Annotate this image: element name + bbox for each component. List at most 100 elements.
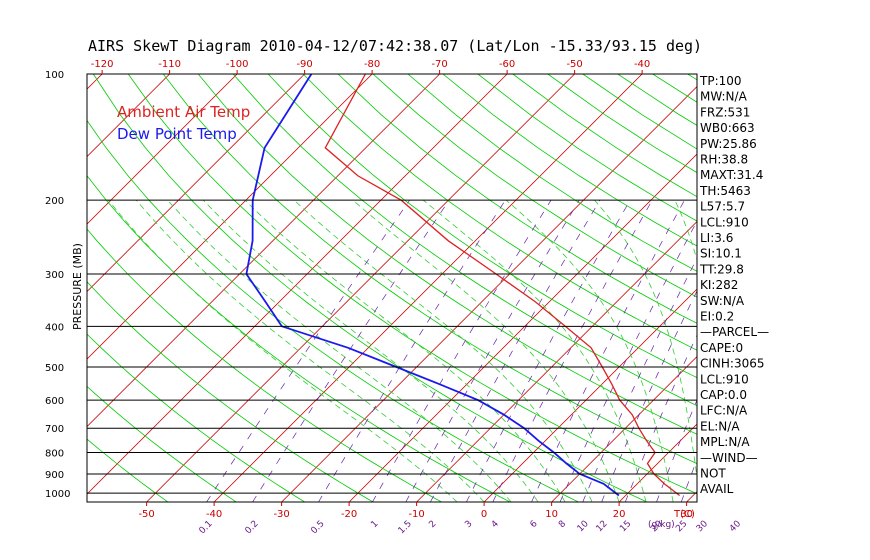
dry-adiabat-line (267, 74, 697, 379)
mixing-ratio-tick-label: 0.5 (309, 519, 326, 536)
mixing-ratio-line (252, 200, 450, 502)
mixing-ratio-tick-label: 2 (427, 519, 438, 530)
bottom-temp-tick-label: 10 (545, 509, 558, 520)
stat-line: KI:282 (700, 278, 738, 292)
dry-adiabat-line (337, 74, 697, 324)
dewpoint-profile-line (245, 74, 620, 497)
moist-adiabat-line (594, 199, 697, 481)
dry-adiabat-line (162, 74, 697, 465)
dry-adiabat-line (758, 74, 870, 502)
dry-adiabat-line (477, 74, 697, 222)
stat-line: NOT (700, 467, 726, 481)
moist-adiabat-line (167, 199, 512, 502)
moist-adiabat-line (203, 199, 539, 502)
top-temp-tick-label: -70 (431, 59, 447, 70)
bottom-temp-tick-label: -20 (341, 509, 357, 520)
isotherm-line (348, 153, 697, 502)
stat-line: EL:N/A (700, 419, 740, 433)
dry-adiabat-line (232, 74, 697, 407)
series-layer (245, 74, 680, 497)
stat-line: WB0:663 (700, 121, 755, 135)
bottom-temp-tick-label: -10 (408, 509, 424, 520)
mixing-ratio-tick-label: 15 (618, 519, 633, 534)
stat-line: AVAIL (700, 482, 734, 496)
bottom-temp-tick-label: -50 (138, 509, 154, 520)
mixing-ratio-tick-label: 1.5 (397, 519, 414, 536)
pressure-tick-label: 100 (45, 70, 64, 81)
stat-line: TH:5463 (699, 184, 751, 198)
dry-adiabat-line (407, 74, 697, 272)
stat-line: MW:N/A (700, 90, 748, 104)
dry-adiabat-line (372, 74, 697, 298)
isotherm-line (0, 74, 35, 502)
isotherm-line (87, 74, 238, 225)
top-temp-tick-label: -60 (499, 59, 515, 70)
mixing-ratio-tick-label: 12 (595, 519, 610, 534)
mixing-ratio-line (318, 200, 506, 502)
mixing-ratio-tick-label: 4 (490, 519, 501, 530)
moist-adiabat-line (505, 199, 674, 502)
moist-adiabat-line (423, 199, 647, 502)
stat-line: —WIND— (700, 451, 758, 465)
moist-adiabat-line (108, 199, 458, 502)
stat-line: MPL:N/A (700, 435, 750, 449)
pressure-tick-label: 200 (45, 196, 64, 207)
top-temp-tick-label: -40 (634, 59, 650, 70)
pressure-tick-label: 800 (45, 449, 64, 460)
dry-adiabat-line (652, 74, 697, 103)
bottom-temp-tick-label: 0 (481, 509, 487, 520)
isotherm-line (87, 74, 305, 293)
legend-entry: Dew Point Temp (117, 125, 237, 143)
mixing-ratio-line (531, 200, 685, 502)
isotherm-line (87, 74, 373, 360)
mixing-ratio-line (492, 200, 653, 502)
dry-adiabat-line (92, 74, 648, 502)
pressure-tick-label: 700 (45, 424, 64, 435)
top-temp-tick-label: -110 (158, 59, 181, 70)
mixing-ratio-unit-label: (g/kg) (648, 520, 675, 530)
moist-adiabat-line (135, 199, 485, 502)
stat-line: SW:N/A (700, 294, 745, 308)
stat-line: FRZ:531 (700, 105, 750, 119)
isotherm-line (281, 86, 697, 502)
dry-adiabat-line (87, 333, 305, 502)
bottom-temp-tick-label: 30 (680, 509, 693, 520)
pressure-tick-label: 1000 (45, 489, 70, 500)
stat-line: —PARCEL— (700, 325, 769, 339)
dry-adiabat-line (197, 74, 697, 435)
dry-adiabat-line (87, 175, 511, 502)
isotherm-line (213, 74, 643, 502)
pressure-tick-label: 900 (45, 470, 64, 481)
pressure-tick-label: 300 (45, 270, 64, 281)
mixing-ratio-line (466, 200, 631, 502)
stat-line: L57:5.7 (700, 200, 745, 214)
stat-line: LFC:N/A (700, 404, 748, 418)
x-axis-unit-label: T(C) (673, 509, 695, 520)
top-temp-tick-label: -80 (364, 59, 380, 70)
mixing-ratio-line (559, 220, 697, 502)
stat-line: LCL:910 (700, 215, 749, 229)
isotherm-line (822, 74, 870, 502)
pressure-tick-label: 400 (45, 322, 64, 333)
stat-line: EI:0.2 (700, 310, 734, 324)
grid-layer (0, 74, 870, 502)
mixing-ratio-tick-label: 6 (528, 519, 539, 530)
stat-line: SI:10.1 (700, 247, 742, 261)
isotherm-line (87, 74, 440, 428)
stat-line: MAXT:31.4 (700, 168, 763, 182)
dry-adiabat-line (828, 74, 870, 502)
stat-line: CINH:3065 (700, 357, 765, 371)
dry-adiabat-line (87, 281, 374, 502)
mixing-ratio-tick-label: 1 (369, 519, 380, 530)
dry-adiabat-line (87, 119, 579, 502)
dry-adiabat-line (863, 74, 870, 502)
moist-adiabat-line (244, 199, 566, 502)
mixing-ratio-line (405, 200, 580, 502)
mixing-ratio-tick-label: 10 (576, 519, 591, 534)
top-temp-tick-label: -120 (91, 59, 114, 70)
mixing-ratio-tick-label: 0.1 (198, 519, 215, 536)
stat-line: TP:100 (699, 74, 742, 88)
mixing-ratio-line (372, 200, 552, 502)
mixing-ratio-tick-label: 0.2 (244, 519, 261, 536)
